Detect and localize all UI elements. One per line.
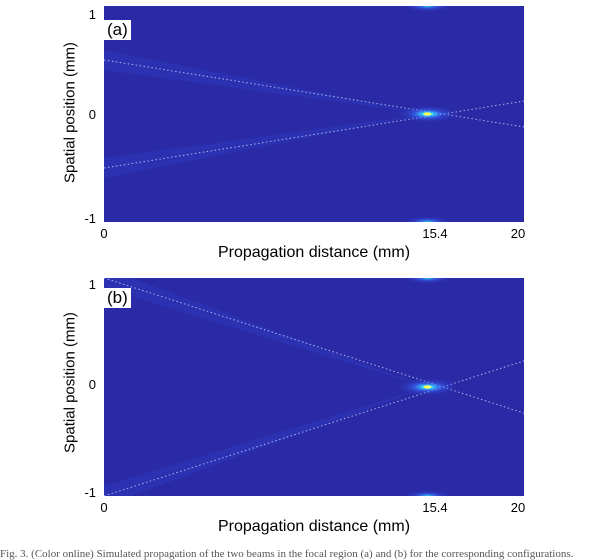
beam-cone xyxy=(104,278,428,387)
heatmap-plot xyxy=(104,278,524,496)
plot-background xyxy=(104,278,524,496)
x-axis-label: Propagation distance (mm) xyxy=(217,244,411,261)
y-tick-label: 1 xyxy=(88,7,96,22)
panel-a: Spatial position (mm) 1 0 -1 (a) 0 15.4 … xyxy=(0,0,604,270)
y-tick-label: 0 xyxy=(88,107,96,122)
intensity-map xyxy=(104,6,524,222)
panel-b: Spatial position (mm) 1 0 -1 (b) 0 15.4 … xyxy=(0,272,604,548)
edge-focus-spot xyxy=(401,278,454,284)
focal-peak xyxy=(423,112,432,116)
y-tick-label: -1 xyxy=(84,211,96,226)
edge-focus-spot xyxy=(401,6,454,12)
x-tick-label: 15.4 xyxy=(422,226,448,241)
x-axis-label: Propagation distance (mm) xyxy=(217,518,411,535)
panel-label: (b) xyxy=(104,288,131,308)
ray-line xyxy=(104,278,524,414)
plot-background xyxy=(104,6,524,222)
ray-line xyxy=(104,100,524,169)
y-tick-label: 1 xyxy=(88,277,96,292)
focal-peak xyxy=(423,385,432,389)
beam-cone xyxy=(104,387,428,496)
figure-caption: Fig. 3. (Color online) Simulated propaga… xyxy=(0,548,574,560)
edge-focus-spot xyxy=(401,490,454,496)
x-tick-label: 20 xyxy=(510,500,526,515)
ray-line xyxy=(104,360,524,496)
ray-line xyxy=(104,59,524,128)
y-tick-label: -1 xyxy=(84,485,96,500)
x-tick-label: 0 xyxy=(100,500,108,515)
y-tick-label: 0 xyxy=(88,377,96,392)
x-tick-label: 0 xyxy=(100,226,108,241)
x-tick-label: 20 xyxy=(510,226,526,241)
x-tick-label: 15.4 xyxy=(422,500,448,515)
intensity-map xyxy=(104,278,524,496)
panel-label: (a) xyxy=(104,20,131,40)
heatmap-plot xyxy=(104,6,524,222)
edge-focus-spot xyxy=(401,216,454,222)
